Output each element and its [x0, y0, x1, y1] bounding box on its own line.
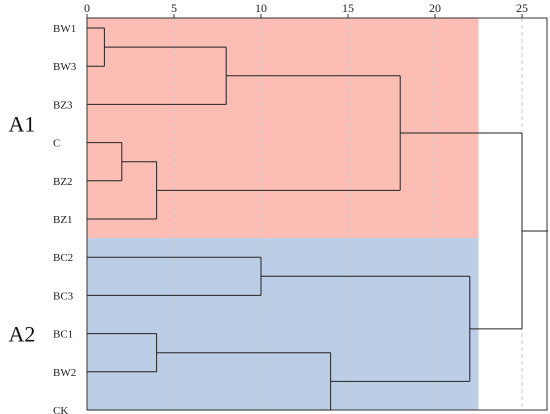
leaf-label-ck: CK — [53, 405, 68, 414]
leaf-label-bc2: BC2 — [53, 252, 73, 264]
leaf-label-bz3: BZ3 — [53, 99, 73, 111]
x-tick-label: 20 — [429, 1, 441, 15]
x-tick-label: 0 — [84, 1, 90, 15]
group-labels: A1 A2 — [9, 112, 36, 347]
leaf-label-c: C — [53, 138, 60, 150]
x-tick-label: 10 — [255, 1, 267, 15]
x-axis-ticks: 0 5 10 15 20 25 — [84, 1, 528, 18]
leaf-label-bc3: BC3 — [53, 290, 74, 302]
x-tick-label: 15 — [342, 1, 354, 15]
x-tick-label: 5 — [171, 1, 177, 15]
leaf-label-bw3: BW3 — [53, 61, 77, 73]
leaf-label-bz1: BZ1 — [53, 214, 73, 226]
leaf-label-bw1: BW1 — [53, 23, 76, 35]
dendrogram-links — [87, 27, 549, 411]
group-label-a1: A1 — [9, 112, 36, 137]
group-bands — [87, 18, 479, 410]
group-band-a1 — [87, 18, 479, 239]
leaf-label-bc1: BC1 — [53, 329, 73, 341]
group-label-a2: A2 — [9, 322, 36, 347]
leaf-labels: BW1 BW3 BZ3 C BZ2 BZ1 BC2 BC3 BC1 BW2 CK — [53, 23, 77, 414]
leaf-label-bw2: BW2 — [53, 367, 76, 379]
x-tick-label: 25 — [516, 1, 528, 15]
leaf-label-bz2: BZ2 — [53, 176, 73, 188]
group-band-a2 — [87, 238, 479, 410]
